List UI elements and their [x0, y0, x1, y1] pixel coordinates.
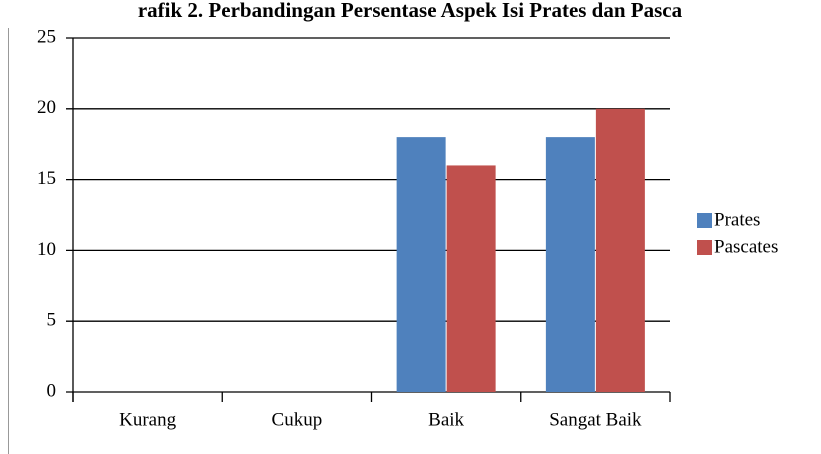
legend-swatch	[697, 213, 712, 228]
x-tick-label: Sangat Baik	[549, 409, 642, 430]
legend-swatch	[697, 240, 712, 255]
bar	[396, 137, 446, 392]
x-tick-label: Kurang	[119, 409, 176, 430]
bar	[595, 108, 645, 393]
y-tick-label: 25	[37, 26, 56, 47]
x-tick-label: Cukup	[272, 409, 323, 430]
legend-label: Prates	[714, 209, 760, 230]
y-tick-label: 0	[47, 380, 57, 401]
chart-title: rafik 2. Perbandingan Persentase Aspek I…	[138, 0, 683, 22]
y-tick-label: 5	[47, 310, 57, 331]
bar	[446, 165, 496, 392]
y-tick-label: 15	[37, 168, 56, 189]
bar	[545, 137, 595, 392]
y-tick-label: 20	[37, 97, 56, 118]
y-tick-label: 10	[37, 239, 56, 260]
x-tick-label: Baik	[428, 409, 464, 430]
legend-label: Pascates	[714, 236, 778, 257]
